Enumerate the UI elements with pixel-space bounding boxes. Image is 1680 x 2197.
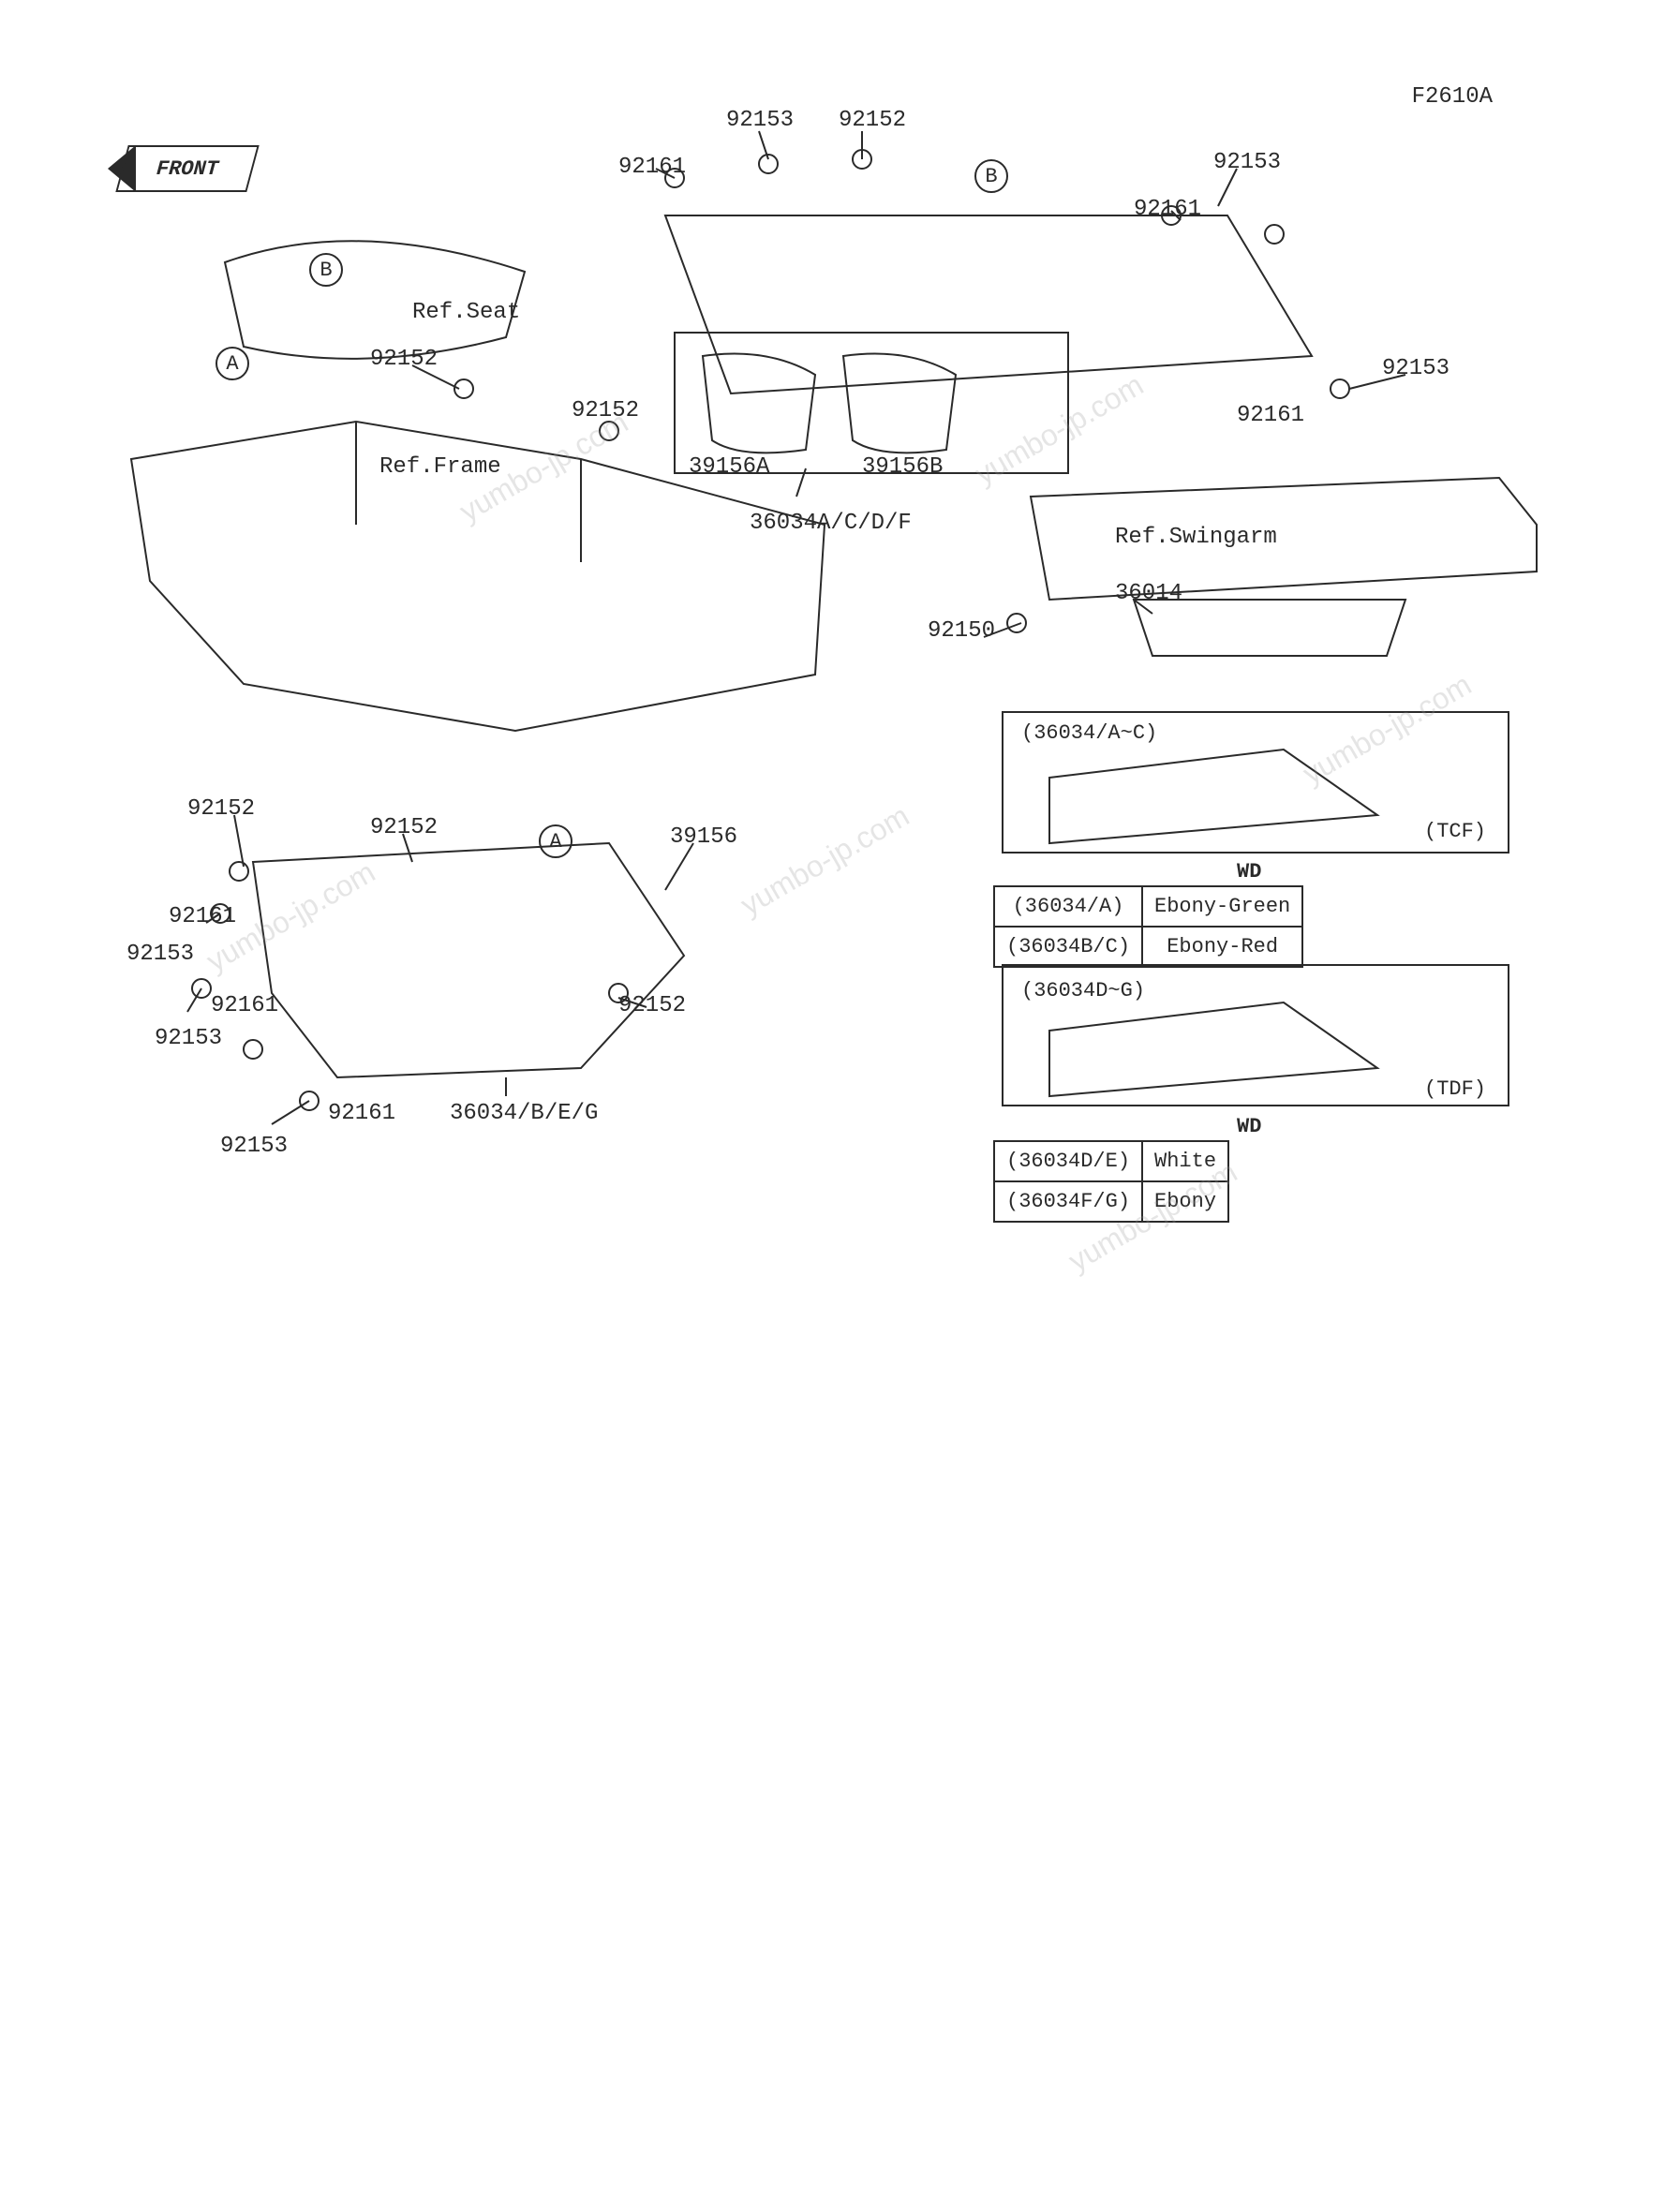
marker-letter: A [549,830,561,854]
table-row: (36034F/G) Ebony [994,1181,1228,1222]
part-label: 39156A [689,454,769,480]
part-label: 39156B [862,454,943,480]
variant2-type: (TDF) [1424,1077,1486,1101]
variant2-wd: WD [1237,1115,1261,1138]
part-label: 36034A/C/D/F [750,511,912,536]
variant-color-cell: Ebony-Green [1142,886,1302,927]
part-label: 92153 [155,1026,222,1051]
part-label: 92153 [1382,356,1450,381]
part-label: 92161 [1134,197,1201,222]
table-row: (36034/A) Ebony-Green [994,886,1302,927]
marker-a: A [216,347,249,380]
table-row: (36034B/C) Ebony-Red [994,927,1302,967]
part-label: 92152 [839,108,906,133]
parts-diagram-container: FRONT F2610A [0,0,1680,2197]
variant1-wd: WD [1237,860,1261,883]
variant1-table: (36034/A) Ebony-Green (36034B/C) Ebony-R… [993,885,1303,968]
variant-code-cell: (36034B/C) [994,927,1142,967]
part-label: 92161 [328,1101,395,1126]
marker-b: B [974,159,1008,193]
part-label: 39156 [670,824,737,850]
marker-letter: B [320,259,332,282]
front-label-text: FRONT [154,157,222,181]
variant2-table: (36034D/E) White (36034F/G) Ebony [993,1140,1229,1223]
marker-letter: B [985,165,997,188]
part-label: 92152 [618,993,686,1018]
variant-code-cell: (36034D/E) [994,1141,1142,1181]
part-label: 92152 [187,796,255,822]
watermark: yumbo-jp.com [1297,667,1478,792]
part-label: 92153 [726,108,794,133]
variant-color-cell: Ebony-Red [1142,927,1302,967]
watermark: yumbo-jp.com [969,367,1150,492]
part-label: 92161 [211,993,278,1018]
table-row: (36034D/E) White [994,1141,1228,1181]
marker-letter: A [226,352,238,376]
marker-a: A [539,824,572,858]
part-label: 92152 [370,815,438,840]
variant-code-cell: (36034/A) [994,886,1142,927]
part-label: 36014 [1115,581,1182,606]
part-label: 92153 [220,1134,288,1159]
ref-swingarm-label: Ref.Swingarm [1115,525,1277,550]
variant-code-cell: (36034F/G) [994,1181,1142,1222]
ref-frame-label: Ref.Frame [379,454,501,480]
part-label: 92161 [618,155,686,180]
marker-b: B [309,253,343,287]
ref-seat-label: Ref.Seat [412,300,520,325]
variant-color-cell: Ebony [1142,1181,1228,1222]
variant1-type: (TCF) [1424,820,1486,843]
watermark: yumbo-jp.com [735,798,915,923]
front-badge: FRONT [115,145,259,192]
variant-color-cell: White [1142,1141,1228,1181]
variant2-header: (36034D~G) [1021,979,1145,1002]
part-label: 92153 [1213,150,1281,175]
part-label: 92153 [126,942,194,967]
part-label: 92161 [1237,403,1304,428]
part-label: 92161 [169,904,236,929]
part-label: 92152 [572,398,639,423]
variant1-header: (36034/A~C) [1021,721,1157,745]
part-label: 92150 [928,618,995,644]
part-label: 92152 [370,347,438,372]
part-label: 36034/B/E/G [450,1101,598,1126]
diagram-code: F2610A [1412,84,1493,110]
